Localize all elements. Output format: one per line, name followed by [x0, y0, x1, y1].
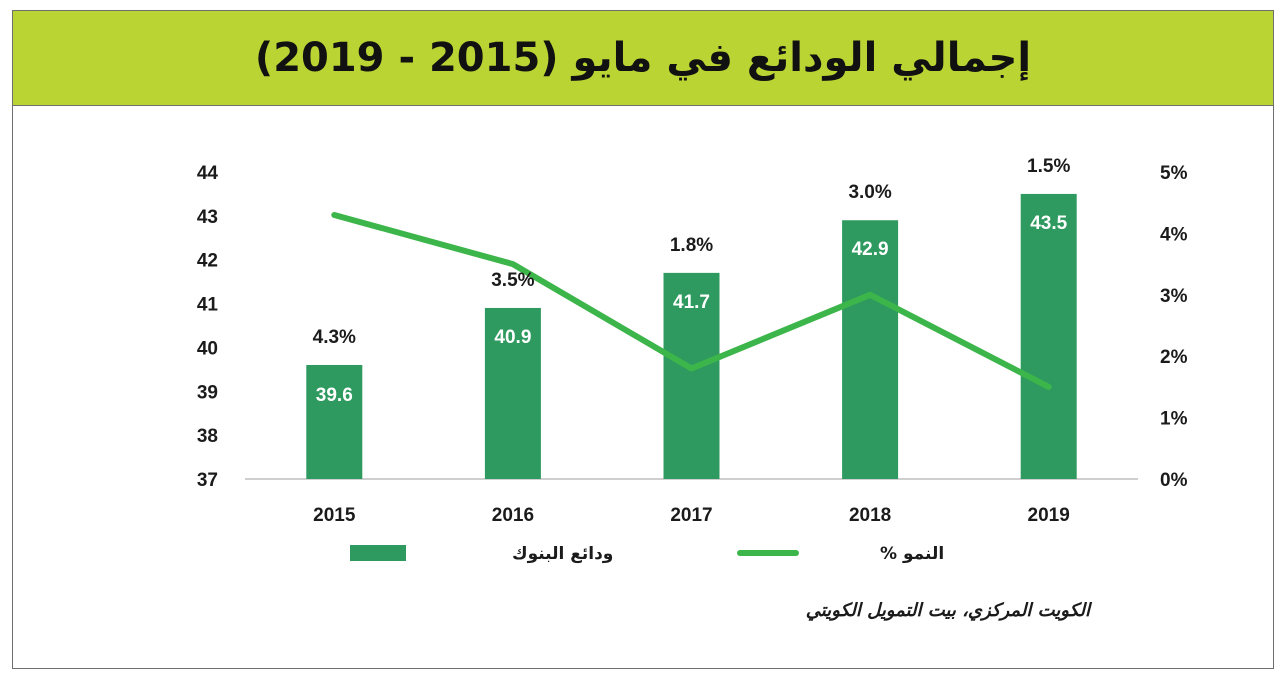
- bar-value-label: 39.6: [316, 385, 353, 406]
- y-right-tick-label: 0%: [1160, 470, 1188, 491]
- legend-bar-swatch: [350, 545, 406, 561]
- x-tick-label: 2018: [849, 505, 891, 526]
- title-bar: إجمالي الودائع في مايو (2015 - 2019): [13, 11, 1273, 106]
- y-left-tick-label: 39: [197, 382, 218, 403]
- x-tick-label: 2015: [313, 505, 356, 526]
- data-labels: 39.6 40.9 41.7 42.9 43.5 4.3% 3.5% 1.8% 3.0% 1.5%: [313, 156, 1071, 406]
- y-left-tick-label: 43: [197, 207, 218, 228]
- y-right-tick-label: 5%: [1160, 163, 1188, 184]
- growth-percent-label: 4.3%: [313, 327, 356, 348]
- y-right-tick-label: 2%: [1160, 347, 1188, 368]
- legend: ودائع البنوك النمو %: [350, 544, 944, 564]
- deposit-bar: [306, 364, 363, 479]
- bar-series: [306, 193, 1077, 479]
- legend-bar-label: ودائع البنوك: [512, 544, 613, 564]
- x-tick-label: 2017: [670, 505, 712, 526]
- y-right-tick-label: 4%: [1160, 224, 1188, 245]
- deposit-bar: [663, 272, 720, 479]
- y-left-tick-label: 44: [197, 163, 219, 184]
- y-right-tick-label: 3%: [1160, 286, 1188, 307]
- y-right-tick-label: 1%: [1160, 409, 1188, 430]
- growth-line-series: [331, 211, 1052, 390]
- chart-title: إجمالي الودائع في مايو (2015 - 2019): [254, 35, 1032, 81]
- bar-value-label: 43.5: [1030, 213, 1067, 234]
- bar-value-label: 40.9: [494, 327, 531, 348]
- bar-value-label: 42.9: [852, 239, 889, 260]
- deposit-bar: [484, 307, 541, 479]
- y-left-tick-label: 41: [197, 295, 219, 316]
- deposit-bar: [1020, 193, 1077, 479]
- growth-percent-label: 3.0%: [848, 182, 891, 203]
- growth-line: [331, 211, 1052, 390]
- growth-percent-label: 3.5%: [491, 270, 534, 291]
- source-note: الكويت المركزي، بيت التمويل الكويتي: [805, 600, 1090, 621]
- x-tick-label: 2019: [1028, 505, 1070, 526]
- x-tick-label: 2016: [492, 505, 534, 526]
- growth-percent-label: 1.8%: [670, 235, 713, 256]
- deposit-bar: [842, 220, 899, 479]
- y-left-tick-label: 42: [197, 251, 218, 272]
- y-left-tick-label: 40: [197, 338, 218, 359]
- legend-line-label: النمو %: [880, 544, 944, 564]
- growth-percent-label: 1.5%: [1027, 156, 1070, 177]
- bar-value-label: 41.7: [673, 292, 710, 313]
- y-left-tick-label: 37: [197, 470, 218, 491]
- y-left-tick-label: 38: [197, 426, 218, 447]
